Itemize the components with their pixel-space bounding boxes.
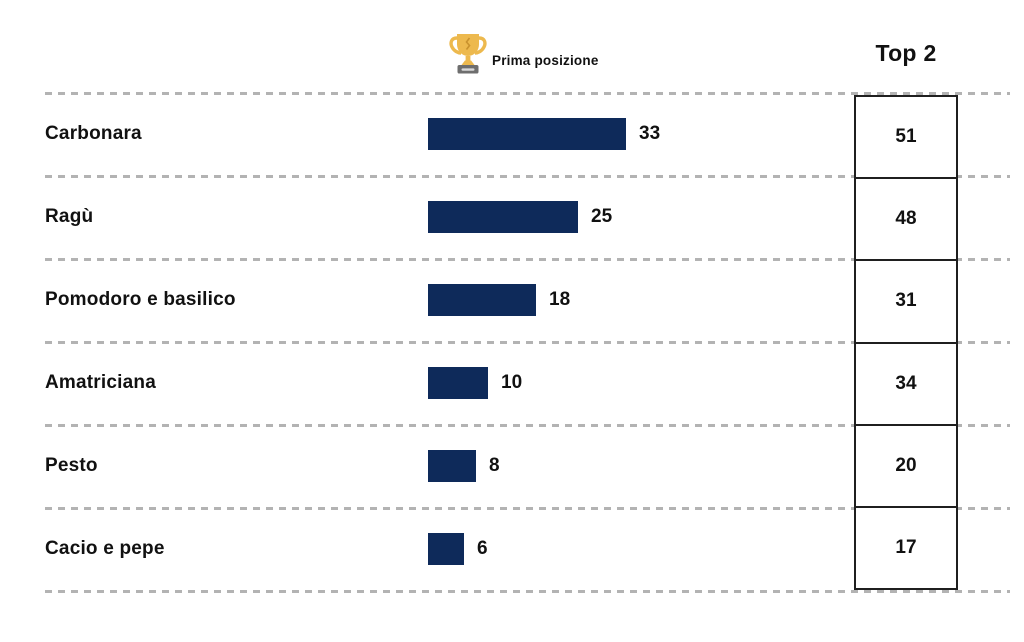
top2-value-carbonara: 51 (856, 97, 956, 180)
bar-carbonara (428, 117, 626, 150)
bar-pesto (428, 449, 476, 482)
legend-prima-posizione: Prima posizione (448, 30, 599, 78)
bar-pomodoro-e-basilico (428, 283, 536, 316)
category-label: Amatriciana (45, 371, 156, 393)
chart-row-pomodoro-e-basilico: Pomodoro e basilico 18 (0, 258, 850, 341)
category-label: Pesto (45, 454, 98, 476)
row-separator (45, 507, 1010, 510)
chart-row-ragu: Ragù 25 (0, 175, 850, 258)
top2-value-pomodoro-e-basilico: 31 (856, 261, 956, 344)
category-label: Cacio e pepe (45, 537, 165, 559)
bar-value: 33 (639, 122, 661, 144)
chart-row-amatriciana: Amatriciana 10 (0, 341, 850, 424)
category-label: Pomodoro e basilico (45, 288, 236, 310)
top2-column: 51 48 31 34 20 17 (854, 95, 958, 590)
legend-label: Prima posizione (492, 53, 599, 68)
top2-value-cacio-e-pepe: 17 (895, 536, 917, 558)
top2-value-ragu: 48 (856, 179, 956, 262)
chart-row-cacio-e-pepe: Cacio e pepe 6 (0, 507, 850, 590)
row-separator (45, 92, 1010, 95)
bar-value: 10 (501, 371, 523, 393)
bar-amatriciana (428, 366, 488, 399)
bar-value: 25 (591, 205, 613, 227)
row-separator (45, 590, 1010, 593)
category-label: Carbonara (45, 122, 142, 144)
top2-value-pesto: 20 (856, 426, 956, 508)
bar-cacio-e-pepe (428, 532, 464, 565)
bar-value: 18 (549, 288, 571, 310)
category-label: Ragù (45, 205, 94, 227)
chart-row-carbonara: Carbonara 33 (0, 92, 850, 175)
top2-value-amatriciana: 34 (856, 344, 956, 426)
bar-value: 8 (489, 454, 500, 476)
top2-column-header: Top 2 (875, 40, 937, 66)
bar-ragu (428, 200, 578, 233)
row-separator (45, 258, 1010, 261)
row-separator (45, 341, 1010, 344)
row-separator (45, 175, 1010, 178)
bar-value: 6 (477, 537, 488, 559)
trophy-icon (448, 30, 488, 78)
row-separator (45, 424, 1010, 427)
chart-row-pesto: Pesto 8 (0, 424, 850, 507)
